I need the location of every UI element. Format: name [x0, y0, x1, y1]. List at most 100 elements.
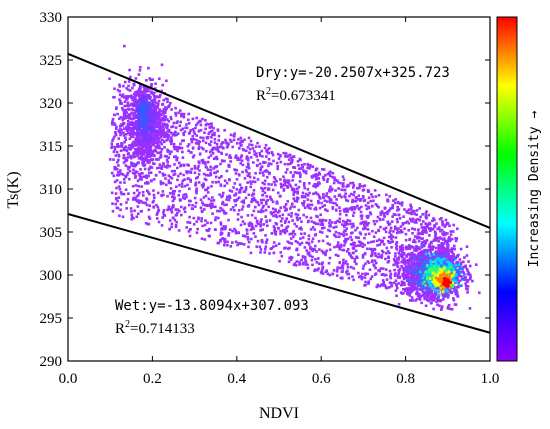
- data-point: [300, 220, 303, 223]
- data-point: [210, 184, 213, 188]
- data-point: [378, 243, 382, 246]
- data-point: [158, 151, 161, 155]
- data-point: [122, 156, 125, 160]
- data-point: [157, 137, 160, 140]
- data-point: [321, 250, 325, 254]
- data-point: [301, 236, 305, 239]
- data-point: [131, 164, 135, 168]
- data-point: [463, 256, 466, 259]
- data-point: [351, 186, 355, 189]
- data-point: [136, 131, 139, 135]
- data-point: [152, 93, 155, 96]
- data-point: [223, 241, 227, 244]
- data-point: [116, 112, 119, 116]
- data-point: [239, 136, 243, 140]
- data-point: [434, 232, 437, 236]
- data-point: [415, 258, 419, 262]
- data-point: [324, 251, 328, 255]
- data-point: [306, 166, 309, 170]
- data-point: [295, 200, 299, 203]
- data-point: [125, 87, 128, 90]
- data-point: [206, 186, 210, 190]
- data-point: [156, 125, 159, 129]
- data-point: [204, 149, 208, 153]
- data-point: [157, 158, 160, 161]
- data-point: [435, 300, 438, 303]
- data-point: [415, 290, 419, 294]
- data-point: [373, 222, 377, 226]
- data-point: [271, 207, 275, 211]
- data-point: [279, 154, 282, 158]
- data-point: [226, 243, 229, 247]
- data-point: [394, 252, 397, 255]
- data-point: [314, 206, 318, 210]
- data-point: [410, 278, 414, 282]
- data-point: [209, 221, 213, 225]
- data-point: [177, 229, 181, 232]
- data-point: [283, 231, 287, 235]
- data-point: [313, 174, 316, 178]
- data-point: [324, 253, 327, 257]
- data-point: [159, 182, 163, 186]
- data-point: [251, 226, 255, 230]
- data-point: [229, 133, 233, 137]
- data-point: [165, 138, 169, 142]
- data-point: [410, 299, 414, 302]
- data-point: [168, 130, 171, 134]
- data-point: [425, 225, 428, 229]
- data-point: [196, 121, 200, 125]
- data-point: [140, 152, 144, 156]
- data-point: [337, 187, 340, 190]
- data-point: [234, 154, 238, 157]
- dense-point: [146, 129, 149, 133]
- data-point: [110, 171, 114, 175]
- data-point: [328, 248, 332, 252]
- data-point: [437, 249, 441, 252]
- data-point: [341, 261, 345, 265]
- data-point: [210, 122, 213, 125]
- data-point: [262, 223, 266, 226]
- data-point: [302, 181, 306, 185]
- data-point: [466, 272, 470, 276]
- data-point: [321, 266, 324, 270]
- data-point: [354, 244, 357, 248]
- data-point: [454, 270, 458, 274]
- data-point: [431, 248, 434, 251]
- data-point: [189, 180, 192, 183]
- data-point: [328, 197, 332, 201]
- data-point: [404, 270, 407, 273]
- data-point: [447, 243, 450, 247]
- data-point: [157, 208, 161, 212]
- data-point: [110, 121, 114, 125]
- data-point: [290, 237, 293, 240]
- data-point: [187, 118, 190, 122]
- data-point: [133, 92, 136, 96]
- data-point: [264, 245, 268, 249]
- data-point: [313, 269, 316, 273]
- data-point: [331, 272, 334, 276]
- data-point: [322, 218, 325, 222]
- data-point: [336, 266, 339, 269]
- data-point: [456, 295, 460, 298]
- data-point: [172, 142, 176, 146]
- data-point: [193, 196, 197, 200]
- data-point: [137, 161, 140, 164]
- data-point: [219, 162, 222, 166]
- data-point: [117, 158, 120, 162]
- data-point: [344, 198, 348, 202]
- data-point: [415, 209, 419, 212]
- data-point: [251, 180, 255, 183]
- data-point: [407, 282, 411, 286]
- data-point: [130, 163, 133, 167]
- data-point: [260, 238, 264, 242]
- data-point: [345, 233, 348, 236]
- data-point: [454, 292, 458, 296]
- data-point: [317, 239, 321, 243]
- data-point: [174, 114, 178, 117]
- data-point: [404, 245, 408, 249]
- dense-point: [156, 112, 159, 115]
- data-point: [130, 210, 133, 213]
- data-point: [451, 230, 455, 233]
- data-point: [368, 247, 372, 251]
- data-point: [141, 146, 145, 149]
